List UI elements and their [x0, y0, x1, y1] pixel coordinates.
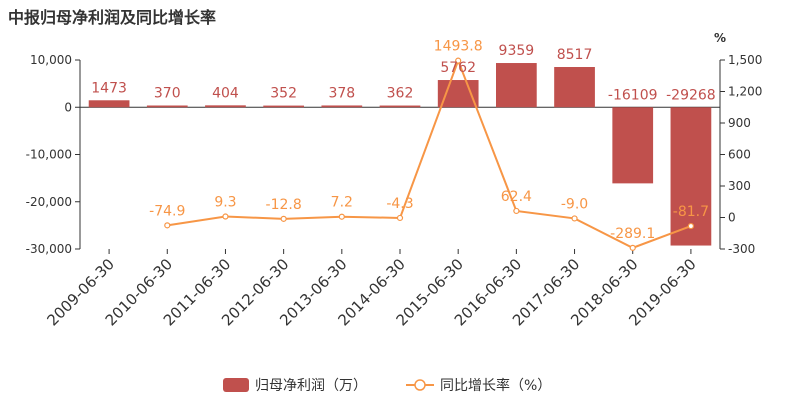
- growth-point: [629, 244, 636, 251]
- bar: [205, 105, 246, 108]
- bar-value-label: -16109: [608, 87, 658, 103]
- bar: [554, 67, 595, 108]
- legend: 归母净利润（万） 同比增长率（%）: [223, 377, 551, 394]
- growth-point: [455, 57, 462, 64]
- growth-value-label: 7.2: [331, 195, 353, 211]
- growth-point: [571, 215, 578, 222]
- growth-point: [164, 222, 171, 229]
- bar-value-label: -29268: [666, 87, 716, 103]
- y-right-tick-label: 1,500: [728, 53, 762, 67]
- growth-value-label: 62.4: [501, 189, 532, 205]
- y-right-tick-label: 1,200: [728, 85, 762, 99]
- bar: [612, 107, 654, 184]
- bar-value-label: 404: [212, 85, 239, 101]
- growth-value-label: -81.7: [673, 204, 709, 220]
- growth-value-label: 1493.8: [434, 39, 483, 55]
- legend-bar-swatch: [223, 378, 249, 392]
- chart-title: 中报归母净利润及同比增长率: [8, 8, 217, 27]
- y-left-tick-label: -10,000: [26, 148, 72, 162]
- y-left-tick-label: 0: [64, 100, 72, 114]
- bar: [263, 105, 304, 108]
- bar: [88, 100, 130, 108]
- y-left-tick-label: -30,000: [26, 242, 72, 256]
- line-layer: [164, 57, 695, 251]
- bar: [496, 63, 537, 108]
- y-right-unit-label: %: [714, 31, 726, 45]
- y-right-tick-label: 300: [728, 179, 751, 193]
- y-left-tick-label: -20,000: [26, 195, 72, 209]
- bar-value-label: 370: [154, 86, 181, 102]
- bar: [321, 105, 363, 108]
- y-right-tick-label: 0: [728, 211, 736, 225]
- bar-value-label: 1473: [91, 80, 127, 96]
- legend-line-label: 同比增长率（%）: [440, 377, 551, 394]
- growth-point: [513, 207, 520, 215]
- bar-value-label: 5762: [440, 60, 476, 76]
- bar-value-label: 352: [270, 86, 297, 102]
- growth-point: [396, 214, 404, 222]
- bar: [437, 80, 479, 108]
- growth-value-label: 9.3: [214, 195, 236, 211]
- growth-value-label: -4.3: [386, 196, 413, 212]
- y-right-tick-label: 900: [728, 116, 751, 130]
- growth-value-label: -12.8: [266, 197, 302, 213]
- bar-value-label: 378: [328, 85, 355, 101]
- growth-value-label: -289.1: [610, 226, 655, 242]
- bar-value-label: 362: [387, 86, 414, 102]
- growth-value-label: -74.9: [149, 203, 185, 219]
- growth-point: [280, 215, 287, 222]
- legend-line-marker: [414, 379, 426, 391]
- bars-layer: [88, 63, 712, 246]
- bar: [379, 105, 421, 108]
- growth-line: [167, 57, 692, 249]
- growth-point: [222, 213, 229, 220]
- y-right-tick-label: -300: [728, 242, 755, 256]
- bar: [670, 107, 712, 246]
- growth-point: [687, 222, 695, 230]
- labels-layer: 1473 370 404 352 378 362 5762 9359 8517 -16109 -29…: [91, 39, 715, 242]
- legend-bar-label: 归母净利润（万）: [255, 377, 367, 394]
- bar-value-label: 9359: [499, 43, 535, 59]
- y-left-tick-label: 10,000: [30, 53, 72, 67]
- bar: [146, 105, 188, 108]
- growth-value-label: -9.0: [561, 196, 588, 212]
- y-right-tick-label: 600: [728, 148, 751, 162]
- bar-value-label: 8517: [557, 47, 593, 63]
- growth-point: [338, 213, 345, 220]
